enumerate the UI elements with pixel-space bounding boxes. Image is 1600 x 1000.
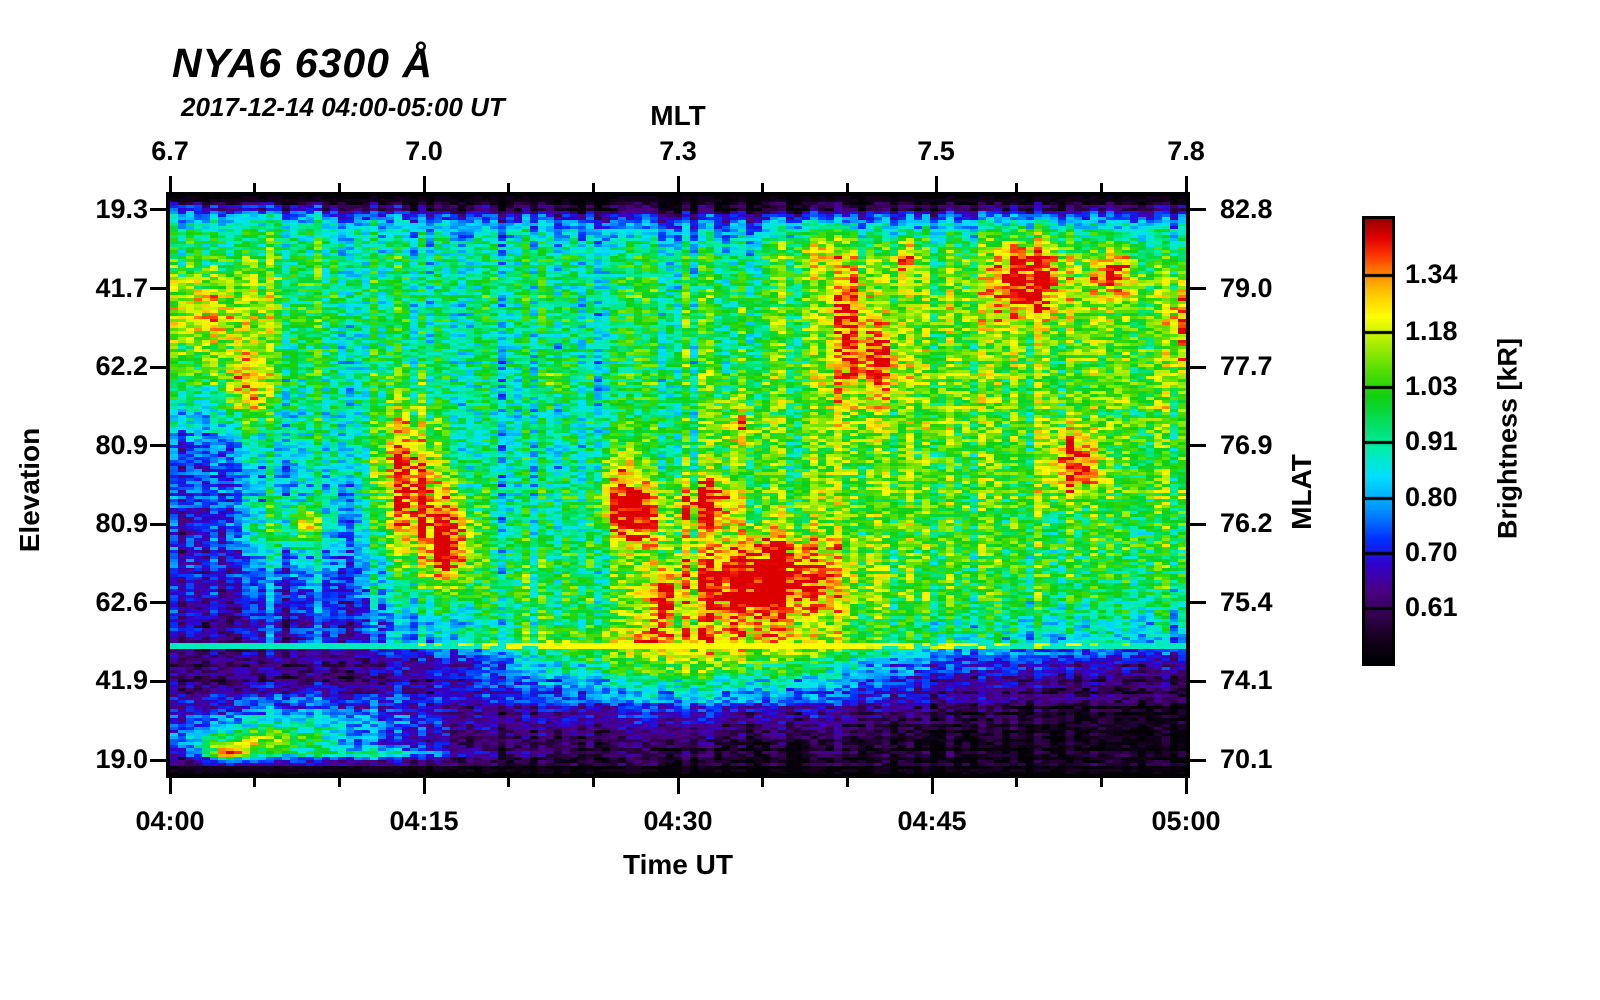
right-axis-major-tick bbox=[1190, 287, 1206, 291]
colorbar-tick-label: 0.70 bbox=[1405, 536, 1458, 567]
bottom-axis-major-tick bbox=[422, 778, 426, 794]
plot-frame bbox=[166, 192, 1190, 778]
top-axis-minor-tick bbox=[507, 183, 511, 192]
mlat-tick-label: 79.0 bbox=[1220, 272, 1273, 303]
time-tick-label: 04:30 bbox=[643, 806, 713, 836]
top-axis-major-tick bbox=[422, 176, 426, 192]
colorbar-frame bbox=[1362, 216, 1395, 666]
top-axis-minor-tick bbox=[1099, 183, 1103, 192]
bottom-axis-minor-tick bbox=[1015, 778, 1019, 787]
colorbar-tick-label: 1.18 bbox=[1405, 316, 1458, 347]
mlat-tick-label: 82.8 bbox=[1220, 193, 1273, 224]
bottom-axis-minor-tick bbox=[591, 778, 595, 787]
time-tick-label: 04:15 bbox=[389, 806, 459, 836]
right-axis-major-tick bbox=[1190, 758, 1206, 762]
colorbar-tick-label: 0.61 bbox=[1405, 591, 1458, 622]
colorbar-canvas bbox=[1365, 219, 1392, 663]
bottom-axis-title: Time UT bbox=[623, 849, 733, 880]
top-axis-minor-tick bbox=[253, 183, 257, 192]
colorbar-tick-label: 0.80 bbox=[1405, 481, 1458, 512]
top-axis-minor-tick bbox=[591, 183, 595, 192]
bottom-axis-major-tick bbox=[1184, 778, 1188, 794]
left-axis-major-tick bbox=[150, 365, 166, 369]
bottom-axis-minor-tick bbox=[761, 778, 765, 787]
mlat-tick-label: 76.9 bbox=[1220, 429, 1273, 460]
bottom-axis-minor-tick bbox=[845, 778, 849, 787]
elevation-tick-label: 41.9 bbox=[95, 665, 148, 696]
right-axis-major-tick bbox=[1190, 444, 1206, 448]
colorbar-tick-label: 1.03 bbox=[1405, 370, 1458, 401]
bottom-axis-minor-tick bbox=[253, 778, 257, 787]
left-axis-major-tick bbox=[150, 287, 166, 291]
mlt-tick-label: 6.7 bbox=[151, 136, 189, 166]
top-axis-major-tick bbox=[676, 176, 680, 192]
bottom-axis-minor-tick bbox=[1099, 778, 1103, 787]
left-axis-major-tick bbox=[150, 444, 166, 448]
mlat-tick-label: 70.1 bbox=[1220, 744, 1273, 774]
mlat-tick-label: 74.1 bbox=[1220, 665, 1273, 696]
colorbar-tick-label: 1.34 bbox=[1405, 258, 1458, 289]
elevation-tick-label: 80.9 bbox=[95, 429, 148, 460]
bottom-axis-major-tick bbox=[676, 778, 680, 794]
bottom-axis-minor-tick bbox=[337, 778, 341, 787]
top-axis-minor-tick bbox=[337, 183, 341, 192]
time-tick-label: 05:00 bbox=[1151, 806, 1221, 836]
right-axis-major-tick bbox=[1190, 679, 1206, 683]
mlt-tick-label: 7.3 bbox=[659, 136, 697, 166]
time-tick-label: 04:00 bbox=[135, 806, 205, 836]
mlat-tick-label: 76.2 bbox=[1220, 508, 1273, 539]
elevation-tick-label: 19.3 bbox=[95, 193, 148, 224]
top-axis-minor-tick bbox=[1015, 183, 1019, 192]
left-axis-major-tick bbox=[150, 601, 166, 605]
top-axis-minor-tick bbox=[761, 183, 765, 192]
mlat-tick-label: 77.7 bbox=[1220, 351, 1273, 382]
left-axis-major-tick bbox=[150, 522, 166, 526]
mlt-tick-label: 7.8 bbox=[1167, 136, 1205, 166]
mlat-tick-label: 75.4 bbox=[1220, 586, 1273, 617]
elevation-tick-label: 19.0 bbox=[95, 744, 148, 774]
time-tick-label: 04:45 bbox=[897, 806, 967, 836]
right-axis-major-tick bbox=[1190, 522, 1206, 526]
top-axis-minor-tick bbox=[845, 183, 849, 192]
left-axis-major-tick bbox=[150, 208, 166, 212]
elevation-tick-label: 62.2 bbox=[95, 351, 148, 382]
colorbar-tick-label: 0.91 bbox=[1405, 425, 1458, 456]
right-axis-major-tick bbox=[1190, 208, 1206, 212]
plot-title: NYA6 6300 Å bbox=[172, 40, 433, 86]
left-axis-title: Elevation bbox=[14, 427, 45, 553]
elevation-tick-label: 62.6 bbox=[95, 586, 148, 617]
left-axis-major-tick bbox=[150, 758, 166, 762]
plot-subtitle: 2017-12-14 04:00-05:00 UT bbox=[181, 92, 505, 122]
elevation-tick-label: 80.9 bbox=[95, 508, 148, 539]
bottom-axis-major-tick bbox=[168, 778, 172, 794]
left-axis-major-tick bbox=[150, 679, 166, 683]
right-axis-title: MLAT bbox=[1286, 454, 1317, 530]
top-axis-major-tick bbox=[1184, 176, 1188, 192]
bottom-axis-major-tick bbox=[930, 778, 934, 794]
right-axis-major-tick bbox=[1190, 365, 1206, 369]
mlt-tick-label: 7.5 bbox=[917, 136, 955, 166]
bottom-axis-minor-tick bbox=[507, 778, 511, 787]
top-axis-major-tick bbox=[934, 176, 938, 192]
right-axis-major-tick bbox=[1190, 601, 1206, 605]
mlt-tick-label: 7.0 bbox=[405, 136, 443, 166]
top-axis-major-tick bbox=[168, 176, 172, 192]
top-axis-title: MLT bbox=[650, 100, 706, 131]
elevation-tick-label: 41.7 bbox=[95, 272, 148, 303]
keogram-heatmap-canvas bbox=[170, 196, 1186, 774]
